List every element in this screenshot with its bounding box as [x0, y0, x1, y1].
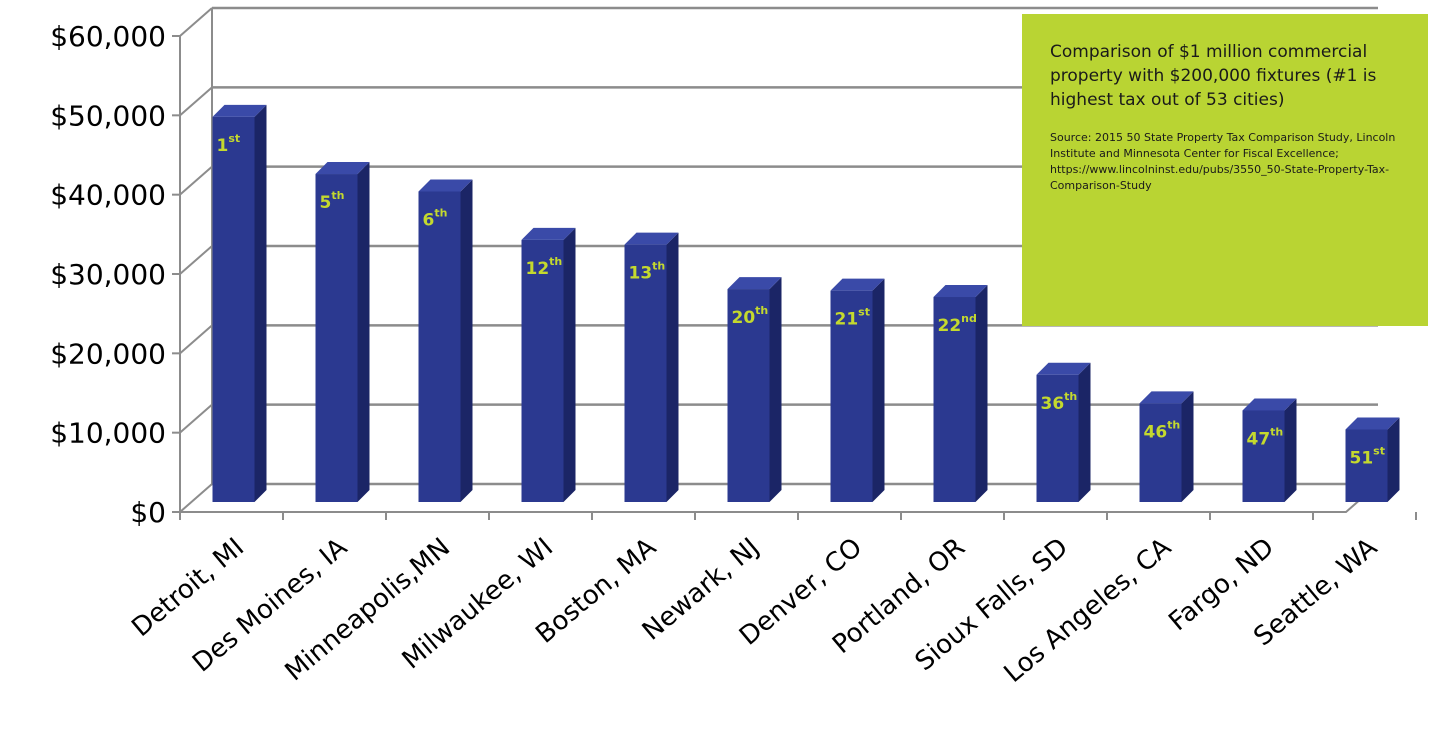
bar-top: [1036, 362, 1091, 375]
bar: [315, 162, 370, 503]
bar: [727, 277, 782, 502]
grid-line-depth: [179, 483, 213, 513]
bar-side: [1078, 362, 1091, 502]
rank-label: 36th: [1041, 390, 1078, 414]
rank-label: 1st: [217, 132, 241, 156]
y-axis-ticks: $0 $10,000 $20,000 $30,000 $40,000 $50,000 $60…: [50, 20, 180, 529]
bar-front: [418, 191, 461, 502]
bar: [1036, 362, 1091, 502]
y-tick-label: $30,000: [50, 258, 166, 291]
bar: [1139, 391, 1194, 502]
bar-front: [1139, 403, 1182, 502]
y-tick-label: $40,000: [50, 179, 166, 212]
rank-label: 20th: [732, 304, 769, 328]
bar: [1345, 417, 1400, 502]
bar-side: [872, 278, 885, 502]
rank-label: 13th: [629, 260, 666, 284]
y-tick-label: $0: [130, 496, 166, 529]
annotation-main-text: Comparison of $1 million commercial prop…: [1050, 42, 1377, 110]
bar-side: [1284, 398, 1297, 502]
bars: [212, 104, 1400, 503]
bar-front: [624, 244, 667, 502]
rank-label: 22nd: [938, 312, 977, 336]
bar-top: [1242, 398, 1297, 411]
rank-label: 47th: [1247, 425, 1284, 449]
bar-front: [315, 174, 358, 503]
grid-line-depth: [179, 86, 213, 117]
bar-top: [212, 104, 267, 117]
bar-front: [727, 289, 770, 502]
y-tick-label: $50,000: [50, 99, 166, 132]
y-tick-label: $60,000: [50, 20, 166, 53]
bar-top: [521, 227, 576, 240]
bar-side: [666, 232, 679, 502]
bar-top: [1345, 417, 1400, 430]
bar-front: [1345, 429, 1388, 502]
bar-side: [975, 285, 988, 502]
bar-front: [1242, 410, 1285, 502]
bar-side: [1181, 391, 1194, 502]
rank-label: 21st: [835, 306, 870, 330]
bar-side: [1387, 417, 1400, 502]
bar: [212, 104, 267, 503]
bar-front: [933, 297, 976, 502]
bar-top: [418, 179, 473, 192]
bar-top: [830, 278, 885, 291]
bar-top: [727, 277, 782, 290]
bar-side: [357, 162, 370, 503]
bar: [1242, 398, 1297, 502]
rank-label: 12th: [526, 255, 563, 279]
bar: [830, 278, 885, 502]
rank-label: 51st: [1350, 444, 1385, 468]
bar: [933, 285, 988, 502]
bar-top: [1139, 391, 1194, 404]
annotation-source-text: Source: 2015 50 State Property Tax Compa…: [1050, 131, 1396, 192]
grid-line-depth: [179, 324, 213, 355]
grid-line-depth: [179, 165, 213, 196]
y-tick-label: $10,000: [50, 417, 166, 450]
bar: [418, 179, 473, 502]
bar-top: [933, 285, 988, 298]
bar: [624, 232, 679, 502]
grid-line-depth: [179, 245, 213, 275]
bar-side: [254, 104, 267, 503]
bar-side: [563, 227, 576, 503]
grid-line-depth: [179, 7, 213, 37]
grid-line-depth: [179, 403, 213, 434]
bar-front: [521, 239, 564, 503]
bar-front: [830, 290, 873, 502]
rank-label: 6th: [423, 206, 448, 230]
bar-top: [624, 232, 679, 245]
bar: [521, 227, 576, 503]
bar-front: [1036, 374, 1079, 502]
bar-front: [212, 116, 255, 503]
rank-labels: 1st 5th 6th 12th 13th 20th 21st 22nd 36th 46th 47t…: [217, 132, 1385, 469]
annotation-box: Comparison of $1 million commercial prop…: [1022, 14, 1428, 326]
bar-side: [460, 179, 473, 502]
rank-label: 46th: [1144, 418, 1181, 442]
rank-label: 5th: [320, 189, 345, 213]
bar-top: [315, 162, 370, 175]
bar-side: [769, 277, 782, 502]
y-tick-label: $20,000: [50, 337, 166, 370]
